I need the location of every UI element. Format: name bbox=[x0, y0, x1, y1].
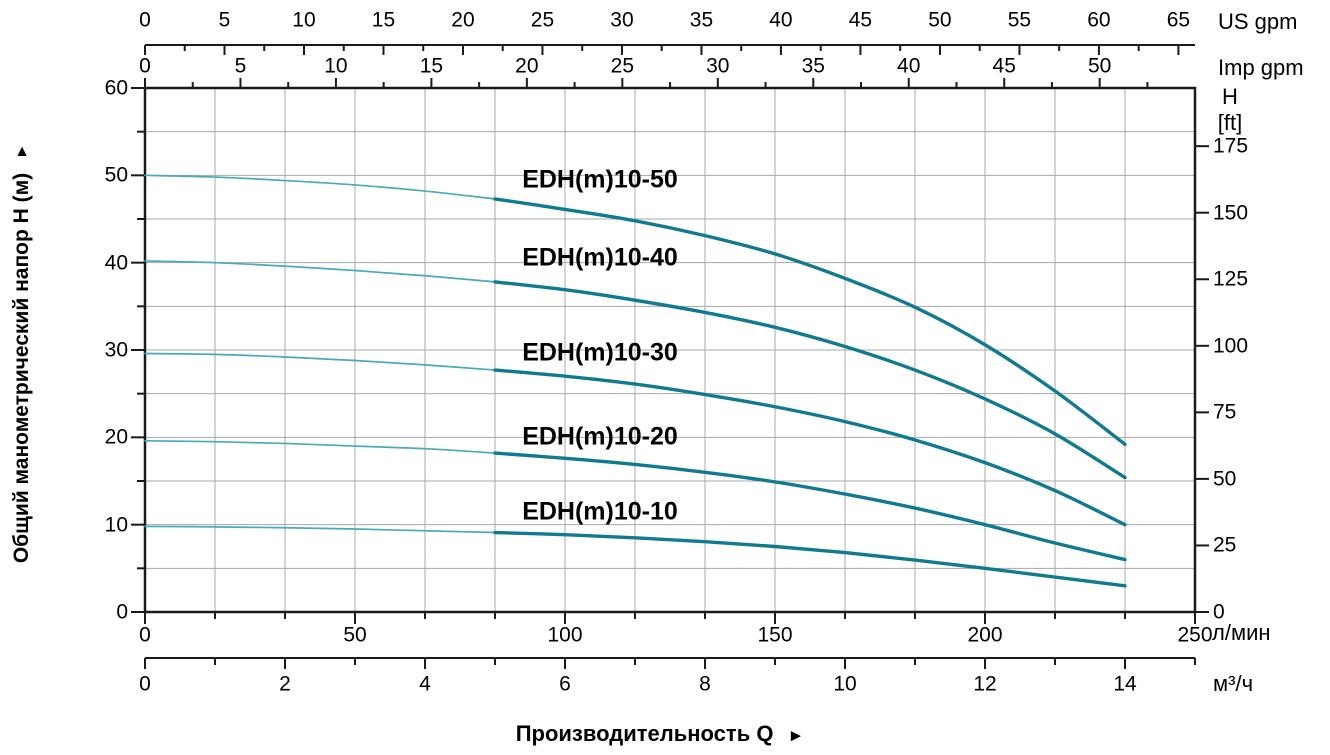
x-axis-title-text: Производительность Q bbox=[515, 721, 774, 746]
y-axis-title: Общий манометрический напор H (м) bbox=[10, 172, 33, 564]
tick-label-m3-h: 12 bbox=[973, 672, 997, 696]
unit-label-m3-h: м³/ч bbox=[1213, 671, 1254, 696]
tick-label-us-gpm: 40 bbox=[769, 8, 793, 32]
curve-thin-EDH(m)10-10 bbox=[144, 525, 496, 534]
tick-label-h-m: 60 bbox=[104, 76, 128, 100]
unit-label-us-gpm: US gpm bbox=[1218, 9, 1298, 34]
tick-label-h-m: 40 bbox=[104, 251, 128, 275]
tick-label-l-min: 0 bbox=[139, 623, 151, 647]
tick-label-m3-h: 14 bbox=[1113, 672, 1137, 696]
tick-label-h-m: 30 bbox=[104, 338, 128, 362]
curve-label-EDH(m)10-10: EDH(m)10-10 bbox=[522, 497, 678, 526]
curve-EDH(m)10-30 bbox=[493, 368, 1127, 527]
tick-label-us-gpm: 60 bbox=[1087, 8, 1111, 32]
tick-label-imp-gpm: 25 bbox=[610, 54, 635, 78]
curve-EDH(m)10-40 bbox=[493, 280, 1127, 480]
tick-label-imp-gpm: 30 bbox=[706, 54, 730, 78]
tick-label-imp-gpm: 0 bbox=[139, 54, 151, 78]
tick-label-h-ft: 50 bbox=[1213, 467, 1237, 491]
tick-label-h-ft: 150 bbox=[1213, 201, 1249, 225]
tick-label-l-min: 250 bbox=[1177, 623, 1213, 647]
tick-label-us-gpm: 25 bbox=[530, 8, 555, 32]
tick-label-m3-h: 0 bbox=[139, 672, 151, 696]
tick-label-h-ft: 125 bbox=[1213, 267, 1249, 291]
tick-label-us-gpm: 20 bbox=[451, 8, 475, 32]
tick-label-h-ft: 75 bbox=[1213, 400, 1237, 424]
tick-label-imp-gpm: 45 bbox=[992, 54, 1016, 78]
curve-label-EDH(m)10-50: EDH(m)10-50 bbox=[522, 165, 678, 194]
curve-thin-EDH(m)10-30 bbox=[144, 352, 496, 371]
tick-label-h-m: 10 bbox=[104, 513, 128, 537]
x-axis-title: Производительность Q ► bbox=[516, 721, 805, 747]
tick-label-h-ft: 0 bbox=[1213, 600, 1225, 624]
tick-label-imp-gpm: 5 bbox=[234, 54, 247, 78]
tick-label-h-m: 20 bbox=[104, 425, 128, 449]
tick-label-m3-h: 2 bbox=[279, 672, 291, 696]
tick-label-us-gpm: 15 bbox=[371, 8, 396, 32]
curve-thin-EDH(m)10-50 bbox=[144, 174, 496, 200]
curve-label-EDH(m)10-20: EDH(m)10-20 bbox=[522, 422, 678, 451]
tick-label-l-min: 150 bbox=[757, 623, 793, 647]
tick-label-l-min: 200 bbox=[967, 623, 1003, 647]
tick-label-l-min: 50 bbox=[343, 623, 367, 647]
curve-thin-EDH(m)10-20 bbox=[144, 439, 496, 454]
tick-label-l-min: 100 bbox=[547, 623, 583, 647]
tick-label-m3-h: 8 bbox=[699, 672, 711, 696]
tick-label-us-gpm: 10 bbox=[292, 8, 316, 32]
curve-EDH(m)10-10 bbox=[493, 530, 1127, 588]
tick-label-us-gpm: 30 bbox=[610, 8, 634, 32]
tick-label-m3-h: 10 bbox=[833, 672, 857, 696]
tick-label-us-gpm: 50 bbox=[928, 8, 952, 32]
tick-label-h-m: 50 bbox=[104, 163, 128, 187]
tick-label-m3-h: 6 bbox=[559, 672, 571, 696]
tick-label-us-gpm: 45 bbox=[848, 8, 873, 32]
unit-label-h: H bbox=[1222, 84, 1238, 109]
tick-label-imp-gpm: 35 bbox=[801, 54, 825, 78]
tick-label-us-gpm: 65 bbox=[1166, 8, 1191, 32]
curve-label-EDH(m)10-30: EDH(m)10-30 bbox=[522, 338, 678, 367]
tick-label-h-ft: 175 bbox=[1213, 134, 1249, 158]
tick-label-imp-gpm: 10 bbox=[324, 54, 348, 78]
unit-label-imp-gpm: Imp gpm bbox=[1218, 55, 1304, 80]
tick-label-imp-gpm: 15 bbox=[419, 54, 444, 78]
y-axis-arrow-up-icon: ▲ bbox=[14, 143, 30, 160]
tick-label-m3-h: 4 bbox=[419, 672, 431, 696]
tick-label-h-ft: 25 bbox=[1213, 533, 1237, 557]
tick-label-us-gpm: 35 bbox=[689, 8, 714, 32]
tick-label-h-ft: 100 bbox=[1213, 334, 1249, 358]
curve-EDH(m)10-20 bbox=[493, 451, 1127, 562]
tick-label-us-gpm: 55 bbox=[1007, 8, 1032, 32]
tick-label-imp-gpm: 20 bbox=[515, 54, 539, 78]
tick-label-imp-gpm: 40 bbox=[897, 54, 921, 78]
x-axis-arrow-right-icon: ► bbox=[787, 726, 805, 745]
curve-label-EDH(m)10-40: EDH(m)10-40 bbox=[522, 243, 678, 272]
unit-label-l-min: л/мин bbox=[1212, 620, 1271, 645]
tick-label-us-gpm: 0 bbox=[139, 8, 151, 32]
curve-thin-EDH(m)10-40 bbox=[144, 260, 496, 283]
curve-EDH(m)10-50 bbox=[493, 197, 1127, 447]
unit-label-ft: [ft] bbox=[1217, 110, 1243, 135]
tick-label-imp-gpm: 50 bbox=[1087, 54, 1112, 78]
tick-label-us-gpm: 5 bbox=[218, 8, 231, 32]
tick-label-h-m: 0 bbox=[116, 600, 128, 624]
